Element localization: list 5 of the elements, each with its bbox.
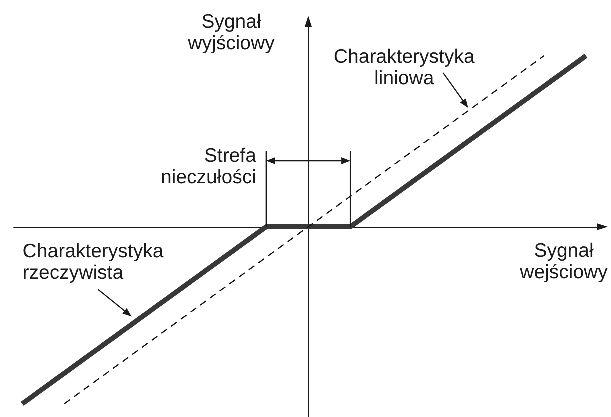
series-label: Charakterystyka liniowa	[334, 46, 475, 90]
series-label: Charakterystyka rzeczywista	[22, 240, 164, 284]
y-axis-title: Sygnał wyjściowy	[187, 10, 276, 54]
annotation: Strefa nieczułości	[161, 144, 257, 188]
x-axis-title: Sygnał wejściowy	[519, 240, 608, 284]
